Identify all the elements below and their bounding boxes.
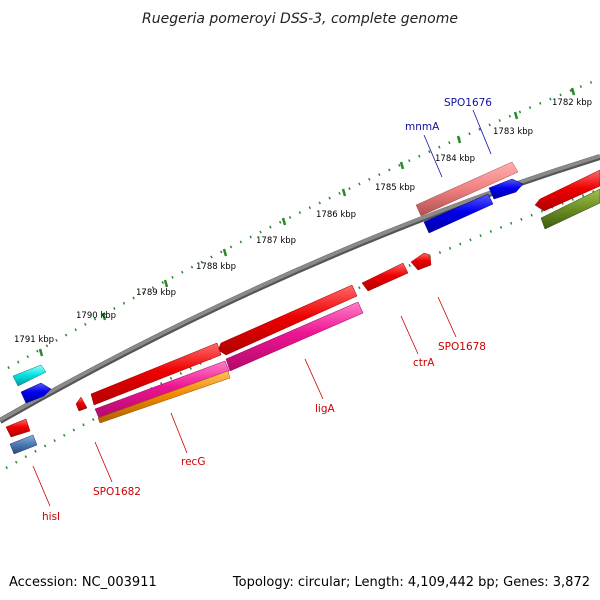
leader-recg xyxy=(170,412,188,454)
gene-steel[interactable] xyxy=(9,434,38,455)
kbp-label: 1784 kbp xyxy=(435,154,475,164)
map-title: Ruegeria pomeroyi DSS-3, complete genome xyxy=(142,11,458,27)
backbone-shadow xyxy=(0,154,600,424)
major-tick xyxy=(163,279,169,288)
gene-ctra[interactable] xyxy=(361,262,409,292)
leader-lines xyxy=(32,109,492,507)
major-tick xyxy=(281,217,287,226)
major-tick xyxy=(399,161,405,170)
gene-label-spo1682: SPO1682 xyxy=(93,486,141,498)
gene-red-long-lower[interactable] xyxy=(90,342,222,406)
gene-label-ctra: ctrA xyxy=(413,357,435,369)
gene-mnma[interactable] xyxy=(423,193,494,234)
gene-label-liga: ligA xyxy=(315,403,335,415)
kbp-labels: 1782 kbp 1783 kbp 1784 kbp 1785 kbp 1786… xyxy=(14,98,592,345)
gene-cyan[interactable] xyxy=(12,364,47,387)
gene-spo1682[interactable] xyxy=(94,360,230,419)
kbp-label: 1789 kbp xyxy=(136,288,176,298)
leader-spo1682 xyxy=(94,441,113,483)
accession-text: Accession: NC_003911 xyxy=(9,575,157,590)
gene-liga[interactable] xyxy=(225,301,364,372)
major-tick xyxy=(456,135,462,144)
leader-spo1678 xyxy=(437,296,457,338)
reverse-genes xyxy=(5,252,432,455)
outer-ruler xyxy=(7,80,593,370)
gene-spo1678[interactable] xyxy=(410,252,432,271)
forward-genes xyxy=(12,161,600,404)
major-tick xyxy=(341,188,347,197)
leader-spo1676 xyxy=(472,109,492,155)
gene-label-hisi: hisI xyxy=(42,511,60,523)
gene-label-mnma: mnmA xyxy=(405,121,440,133)
kbp-label: 1790 kbp xyxy=(76,311,116,321)
genome-summary-text: Topology: circular; Length: 4,109,442 bp… xyxy=(232,575,590,590)
kbp-label: 1785 kbp xyxy=(375,183,415,193)
gene-red-edge[interactable] xyxy=(534,169,600,212)
gene-blue-left[interactable] xyxy=(20,382,52,404)
gene-label-spo1676: SPO1676 xyxy=(444,97,492,109)
major-tick xyxy=(513,111,519,120)
gene-label-spo1678: SPO1678 xyxy=(438,341,486,353)
major-ticks xyxy=(38,87,576,357)
kbp-label: 1791 kbp xyxy=(14,335,54,345)
gene-labels: SPO1676 mnmA SPO1678 ctrA ligA recG SPO1… xyxy=(42,97,492,523)
kbp-label: 1782 kbp xyxy=(552,98,592,108)
backbone-line xyxy=(0,154,600,422)
leader-mnma xyxy=(423,134,443,178)
major-tick xyxy=(222,248,228,257)
gene-label-recg: recG xyxy=(181,456,205,468)
leader-hisi xyxy=(32,465,51,507)
outer-ruler-ticks xyxy=(7,80,593,370)
gene-recg[interactable] xyxy=(97,370,231,424)
leader-liga xyxy=(304,358,324,400)
kbp-label: 1787 kbp xyxy=(256,236,296,246)
gene-small-blue[interactable] xyxy=(488,178,524,200)
kbp-label: 1786 kbp xyxy=(316,210,356,220)
genome-backbone xyxy=(0,154,600,424)
kbp-label: 1788 kbp xyxy=(196,262,236,272)
leader-ctra xyxy=(400,315,419,355)
kbp-label: 1783 kbp xyxy=(493,127,533,137)
gene-olive[interactable] xyxy=(540,188,600,230)
major-tick xyxy=(570,87,576,96)
major-tick xyxy=(38,348,44,357)
gene-hisi[interactable] xyxy=(5,418,31,438)
gene-spo1676[interactable] xyxy=(415,161,519,217)
major-tick xyxy=(101,312,107,321)
gene-red-small[interactable] xyxy=(75,396,88,412)
